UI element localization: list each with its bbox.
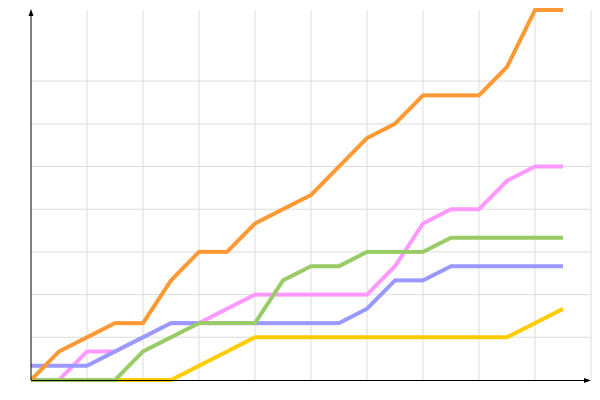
series-line-3 [31,235,563,382]
grid [31,10,592,380]
series-line-2 [31,264,563,368]
series-line-0 [31,307,564,382]
x-axis-arrow [584,378,591,383]
series-line-4 [29,8,563,382]
axes [28,9,591,383]
y-axis-arrow [28,9,34,16]
series-lines [29,8,564,382]
